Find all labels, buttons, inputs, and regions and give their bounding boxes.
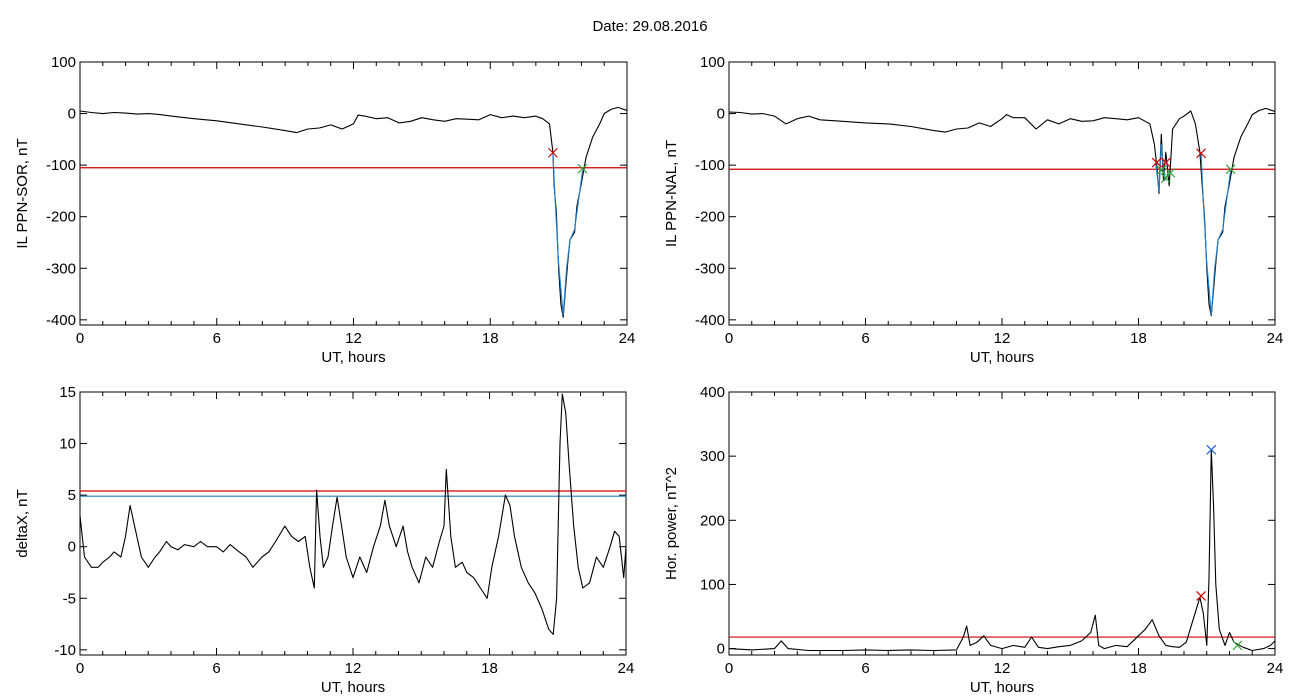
x-marker-stroke: [1225, 164, 1236, 175]
x-marker: [1160, 157, 1171, 168]
y-tick-label: 15: [59, 384, 76, 401]
x-marker-stroke: [1196, 591, 1206, 601]
x-marker-stroke: [1232, 640, 1243, 651]
x-tick-label: 6: [861, 660, 869, 677]
series-line: [80, 106, 627, 318]
series-line: [729, 107, 1275, 317]
x-tick-label: 0: [76, 660, 84, 677]
x-tick-label: 0: [725, 660, 733, 677]
y-axis-label: IL PPN-SOR, nT: [14, 138, 31, 248]
x-tick-label: 24: [618, 660, 635, 677]
x-tick-label: 12: [345, 660, 362, 677]
y-tick-label: -100: [695, 157, 725, 174]
x-tick-label: 6: [213, 330, 221, 347]
y-axis-label: IL PPN-NAL, nT: [663, 140, 680, 247]
y-tick-label: -200: [46, 209, 76, 226]
chart-il-sor: 0 6 12 18 24 100 0 -100 -200 -300 -400 UT, hours IL …: [14, 54, 635, 366]
date-title: Date: 29.08.2016: [0, 18, 1300, 35]
x-marker: [1196, 148, 1206, 159]
series-line: [552, 152, 584, 316]
series-line: [1155, 143, 1169, 192]
y-tick-label: -5: [63, 590, 76, 607]
y-axis-label: Hor. power, nT^2: [663, 467, 680, 580]
x-axis-label: UT, hours: [321, 349, 385, 366]
y-axis-label: deltaX, nT: [14, 489, 31, 557]
plot-area: [729, 107, 1275, 317]
series-line: [1200, 153, 1232, 316]
y-tick-label: 0: [717, 641, 725, 658]
y-tick-label: 100: [700, 54, 725, 71]
chart-deltax: 0 6 12 18 24 15 10 5 0 -5 -10 UT, hours deltaX, nT: [14, 384, 634, 696]
y-tick-label: 0: [68, 539, 76, 556]
x-marker-stroke: [1196, 148, 1206, 159]
x-marker-stroke: [577, 163, 588, 174]
y-tick-label: 100: [51, 54, 76, 71]
date-value: 29.08.2016: [632, 18, 708, 35]
x-tick-label: 12: [345, 330, 362, 347]
x-axis-label: UT, hours: [970, 349, 1034, 366]
x-tick-label: 24: [1267, 660, 1284, 677]
x-marker: [548, 147, 558, 158]
y-tick-label: 5: [68, 487, 76, 504]
y-tick-label: -400: [46, 312, 76, 329]
plot-frame: [79, 61, 628, 326]
y-tick-label: 10: [59, 436, 76, 453]
y-tick-label: -100: [46, 157, 76, 174]
series-line: [80, 393, 626, 635]
y-tick-label: 200: [700, 512, 725, 529]
x-axis-label: UT, hours: [970, 679, 1034, 696]
x-marker: [1196, 591, 1206, 601]
x-tick-label: 6: [212, 660, 220, 677]
y-tick-label: 100: [700, 576, 725, 593]
plot-frame: [728, 391, 1276, 656]
x-marker-stroke: [1151, 157, 1162, 168]
x-tick-label: 18: [1130, 660, 1147, 677]
plot-frame: [728, 61, 1276, 326]
x-tick-label: 18: [1130, 330, 1147, 347]
y-tick-label: 0: [717, 106, 725, 123]
series-line: [729, 449, 1275, 652]
x-tick-label: 0: [76, 330, 84, 347]
y-tick-label: -10: [54, 642, 76, 659]
x-marker-stroke: [1206, 444, 1217, 455]
chart-il-nal: 0 6 12 18 24 100 0 -100 -200 -300 -400 UT, hours IL …: [663, 54, 1283, 366]
x-marker: [1165, 167, 1176, 178]
y-tick-label: 0: [68, 106, 76, 123]
plot-area: [80, 393, 626, 635]
x-tick-label: 12: [994, 330, 1011, 347]
x-tick-label: 24: [1267, 330, 1284, 347]
x-marker-stroke: [1156, 165, 1167, 176]
y-tick-label: -400: [695, 312, 725, 329]
x-axis-label: UT, hours: [321, 679, 385, 696]
x-tick-label: 12: [994, 660, 1011, 677]
x-marker-stroke: [1160, 157, 1171, 168]
x-marker: [1151, 157, 1162, 168]
y-tick-label: -300: [46, 260, 76, 277]
date-label: Date:: [592, 18, 629, 35]
x-marker-stroke: [1165, 167, 1176, 178]
y-tick-label: 300: [700, 448, 725, 465]
x-tick-label: 0: [725, 330, 733, 347]
x-marker: [1206, 444, 1217, 455]
y-tick-label: -300: [695, 260, 725, 277]
plot-area: [729, 444, 1275, 652]
x-marker: [1232, 640, 1243, 651]
x-tick-label: 24: [619, 330, 636, 347]
y-tick-label: 400: [700, 384, 725, 401]
x-marker: [1225, 164, 1236, 175]
x-marker: [577, 163, 588, 174]
chart-hor-power: 0 6 12 18 24 400 300 200 100 0 UT, hours Hor. power…: [663, 384, 1283, 696]
y-tick-label: -200: [695, 209, 725, 226]
x-marker: [1156, 165, 1167, 176]
x-marker-stroke: [548, 147, 558, 158]
plot-area: [80, 106, 627, 318]
x-tick-label: 18: [482, 330, 499, 347]
x-tick-label: 18: [481, 660, 498, 677]
x-tick-label: 6: [861, 330, 869, 347]
